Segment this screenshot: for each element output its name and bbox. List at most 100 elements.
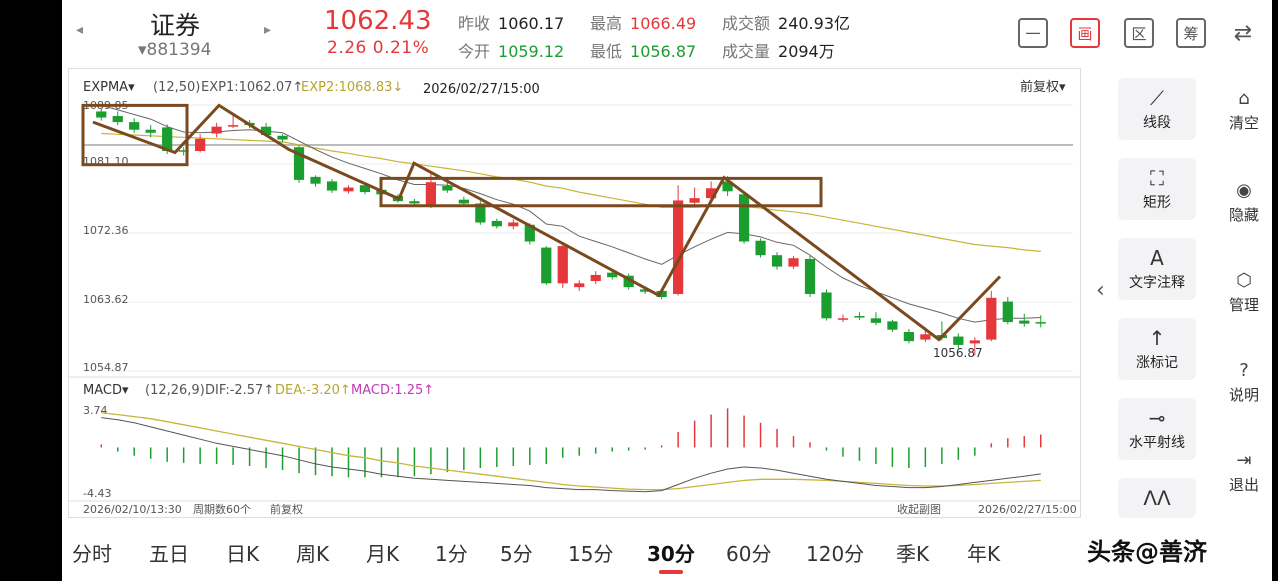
price-tick-5: 1054.87 (83, 361, 129, 374)
tool-text-note[interactable]: A 文字注释 (1118, 238, 1196, 300)
period-tabs: 分时 五日 日K 周K 月K 1分 5分 15分 30分 60分 120分 季K… (62, 520, 1272, 581)
candle-body (705, 188, 717, 199)
hide-button[interactable]: ◉ 隐藏 (1216, 180, 1272, 225)
candle-body (887, 321, 898, 330)
tool-line-segment[interactable]: ⟋ 线段 (1118, 78, 1196, 140)
next-stock-arrow-icon[interactable]: ▸ (264, 22, 272, 38)
exit-button[interactable]: ⇥ 退出 (1216, 450, 1272, 495)
candle-body (277, 135, 288, 140)
tab-15min[interactable]: 15分 (568, 542, 614, 566)
help-button[interactable]: ? 说明 (1216, 360, 1272, 405)
candle-body (475, 203, 486, 223)
manage-icon: ⬡ (1236, 270, 1252, 291)
box-annotation (379, 176, 823, 208)
candle-body (409, 201, 420, 204)
eye-icon: ◉ (1236, 180, 1252, 201)
low-price: 最低 1056.87 (590, 42, 697, 61)
tab-1min[interactable]: 1分 (435, 542, 468, 566)
footer-start-time: 2026/02/10/13:30 (83, 503, 182, 516)
tab-30min[interactable]: 30分 (647, 542, 695, 566)
candle-body (607, 272, 618, 278)
tab-60min[interactable]: 60分 (726, 542, 772, 566)
tab-120min[interactable]: 120分 (806, 542, 865, 566)
dif-line (101, 417, 1041, 493)
exp1-line (101, 104, 1041, 323)
candle-body (821, 292, 832, 319)
candle-body (310, 176, 321, 184)
tab-intraday[interactable]: 分时 (72, 542, 112, 566)
open-price: 今开 1059.12 (458, 42, 565, 61)
app-window: ◂ ▸ 证券 ▾881394 1062.43 2.26 0.21% 昨收 1060… (62, 0, 1272, 581)
candle-body (656, 290, 667, 298)
clear-button[interactable]: ⌂ 清空 (1216, 88, 1272, 133)
candle-body (755, 240, 766, 256)
candle-body (788, 258, 799, 267)
candle-body (425, 182, 437, 205)
rotate-screen-icon[interactable]: ⇄ (1233, 20, 1253, 46)
dea-value: DEA:-3.20↑ (275, 383, 351, 398)
candle-body (145, 129, 156, 133)
box-annotation (81, 103, 189, 167)
tool-wave[interactable]: ᐱᐱ (1118, 478, 1196, 518)
candle-body (837, 318, 849, 320)
footer-adjust: 前复权 (270, 502, 303, 516)
crosshair-timestamp: 2026/02/27/15:00 (423, 82, 540, 97)
manage-button[interactable]: ⬡ 管理 (1216, 270, 1272, 315)
high-price: 最高 1066.49 (590, 14, 697, 33)
adjust-selector[interactable]: 前复权▾ (1020, 79, 1066, 95)
macd-bottom-tick: -4.43 (83, 487, 111, 500)
collapse-panel-icon[interactable]: ‹ (1096, 278, 1105, 303)
price-tick-3: 1072.36 (83, 224, 129, 237)
tab-yearly[interactable]: 年K (967, 542, 1001, 566)
range-button[interactable]: 区 (1124, 18, 1154, 48)
candle-body (178, 150, 189, 152)
main-indicator-selector[interactable]: EXPMA▾ (83, 80, 135, 95)
footer-end-time: 2026/02/27/15:00 (978, 503, 1077, 516)
exit-icon: ⇥ (1236, 450, 1252, 471)
chips-button[interactable]: 筹 (1176, 18, 1206, 48)
candle-body (524, 224, 535, 242)
macd-params: (12,26,9) (145, 383, 205, 398)
tab-weekly[interactable]: 周K (296, 542, 330, 566)
candle-body (689, 198, 700, 203)
trendline-annotation (92, 103, 1002, 342)
candle-body (854, 316, 865, 318)
candle-body (458, 199, 469, 204)
prev-stock-arrow-icon[interactable]: ◂ (76, 22, 84, 38)
tool-rectangle[interactable]: ⛶ 矩形 (1118, 158, 1196, 220)
footer-period-count: 周期数60个 (193, 503, 251, 516)
draw-button[interactable]: 画 (1070, 18, 1100, 48)
candle-body (557, 246, 568, 284)
sub-indicator-selector[interactable]: MACD▾ (83, 383, 129, 398)
candle-body (227, 125, 239, 127)
candle-body (491, 220, 502, 227)
collapse-subchart-button[interactable]: 收起副图 (897, 502, 941, 516)
candle-body (442, 185, 453, 191)
candle-body (969, 340, 980, 344)
candle-body (260, 126, 272, 136)
watermark: 头条@善济 (1087, 538, 1207, 566)
candle-body (673, 200, 684, 294)
candle-body (920, 334, 931, 340)
tab-daily[interactable]: 日K (226, 542, 260, 566)
wave-pattern-icon: ᐱᐱ (1143, 486, 1171, 510)
tab-quarterly[interactable]: 季K (896, 542, 930, 566)
candle-body (640, 289, 651, 292)
tab-5min[interactable]: 5分 (500, 542, 533, 566)
candle-body (359, 185, 371, 193)
candle-body (96, 111, 107, 118)
candle-body (986, 297, 997, 340)
tab-monthly[interactable]: 月K (366, 542, 400, 566)
single-view-button[interactable]: 一 (1018, 18, 1048, 48)
kline-chart[interactable]: EXPMA▾ (12,50) EXP1:1062.07↑ EXP2:1068.8… (68, 68, 1081, 518)
tool-horizontal-ray[interactable]: ⊸ 水平射线 (1118, 398, 1196, 460)
candle-body (738, 194, 750, 242)
tab-five-day[interactable]: 五日 (149, 542, 189, 566)
exp2-line (101, 132, 1041, 252)
candle-body (771, 255, 783, 267)
tool-rise-marker[interactable]: ↑ 涨标记 (1118, 318, 1196, 380)
candle-body (343, 187, 354, 192)
low-marker-label: 1056.87 (933, 346, 983, 360)
stock-code[interactable]: ▾881394 (138, 40, 212, 60)
candle-body (590, 274, 601, 282)
